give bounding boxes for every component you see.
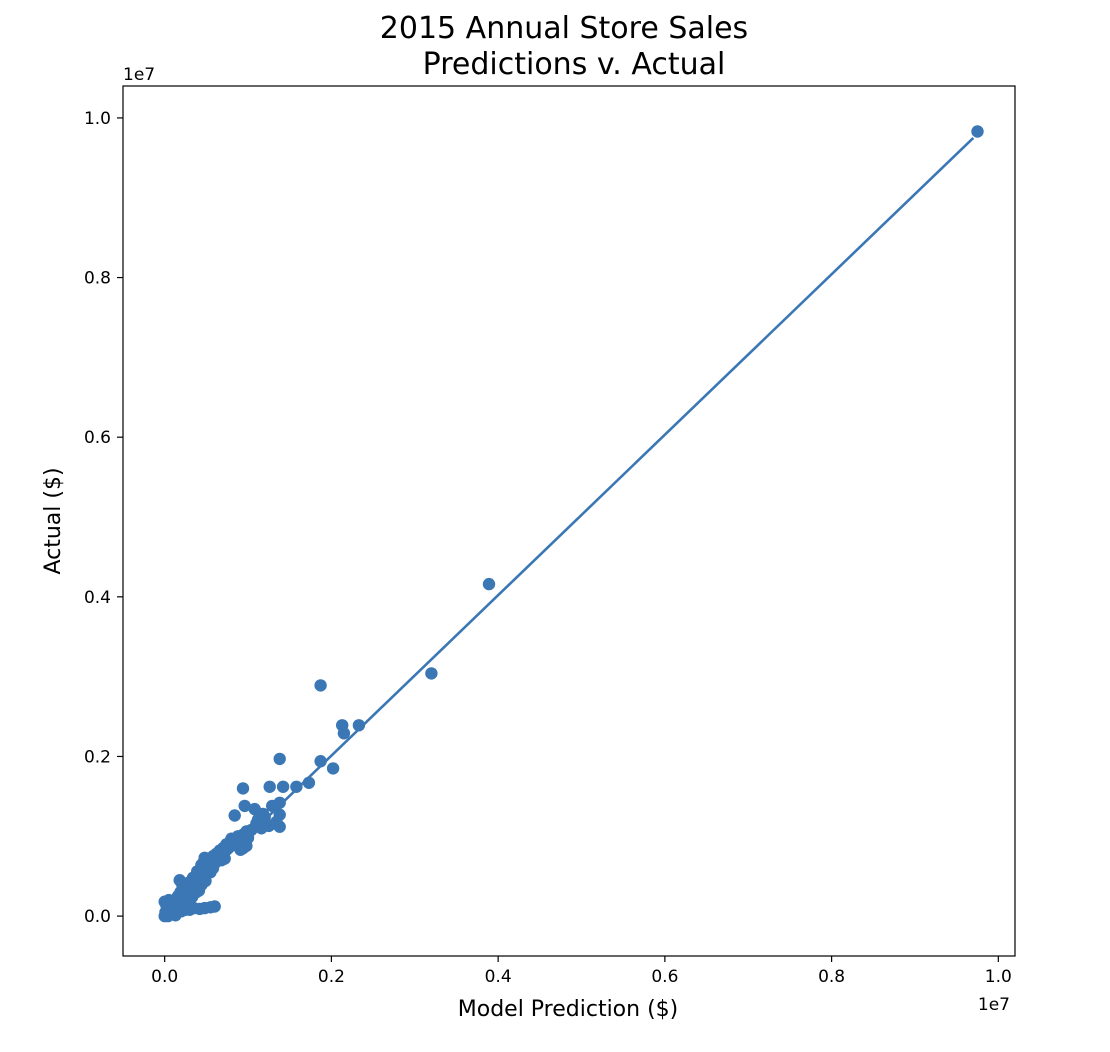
x-tick-label: 1.0 — [985, 967, 1012, 987]
y-tick-label: 0.4 — [84, 588, 111, 608]
y-tick-label: 0.2 — [84, 747, 111, 767]
fit-line — [163, 136, 975, 918]
data-point — [314, 679, 327, 692]
axis-layer: 0.0 0.2 0.4 0.6 0.8 1.0 0.0 0.2 0.4 0.6 0.8 1.0 — [84, 85, 1016, 987]
data-point — [352, 719, 366, 732]
chart-title: 2015 Annual Store Sales — [380, 11, 748, 46]
data-point — [276, 780, 290, 793]
data-point — [263, 780, 276, 793]
plot-layer — [158, 125, 984, 923]
x-offset-label: 1e7 — [978, 995, 1010, 1015]
data-point — [290, 780, 303, 793]
data-point — [326, 762, 340, 775]
data-point — [238, 799, 251, 813]
data-point — [228, 809, 241, 822]
data-point — [273, 752, 286, 766]
x-tick-label: 0.0 — [151, 967, 178, 987]
data-point — [971, 125, 984, 138]
data-point — [241, 831, 255, 845]
y-tick-label: 0.0 — [84, 907, 111, 927]
y-offset-label: 1e7 — [123, 65, 155, 85]
x-tick-label: 0.6 — [651, 967, 678, 987]
x-tick-label: 0.2 — [318, 967, 345, 987]
data-point — [199, 874, 212, 888]
data-point — [482, 577, 496, 591]
x-tick-label: 0.8 — [818, 967, 845, 987]
y-tick-label: 0.6 — [84, 428, 111, 448]
x-axis-label: Model Prediction ($) — [458, 997, 679, 1022]
y-axis-label: Actual ($) — [41, 467, 66, 574]
data-point — [425, 667, 438, 680]
x-tick-label: 0.4 — [485, 967, 512, 987]
plot-frame — [122, 85, 1016, 957]
y-tick-label: 1.0 — [84, 109, 111, 129]
data-point — [236, 782, 250, 795]
data-point — [337, 727, 351, 740]
data-point — [160, 898, 173, 912]
chart-subtitle: Predictions v. Actual — [423, 47, 726, 82]
y-tick-label: 0.8 — [84, 269, 111, 289]
data-point — [273, 820, 286, 833]
